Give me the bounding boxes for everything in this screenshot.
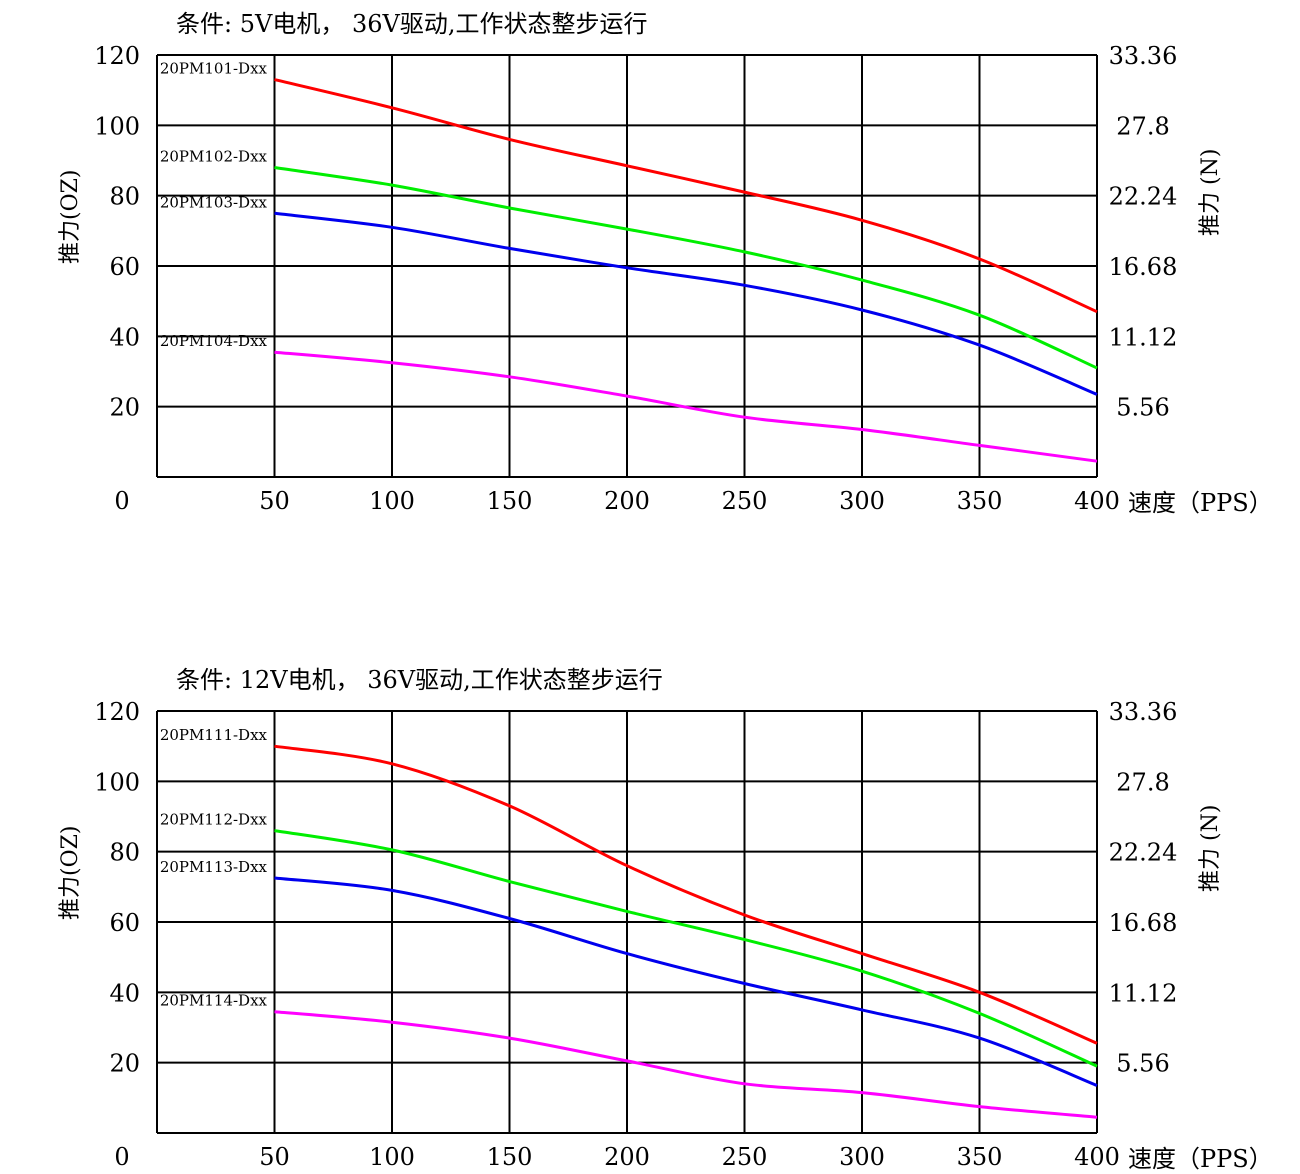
series-label: 20PM112-Dxx [160,811,268,829]
y2-tick-label: 22.24 [1109,183,1178,211]
y-tick-label: 40 [109,979,140,1007]
series-line [274,1010,1098,1119]
y2-tick-label: 16.68 [1109,253,1178,281]
chart-panel-5v: 条件: 5V电机， 36V驱动,工作状态整步运行 推力(OZ) 推力 (N) 速… [0,0,1300,580]
series-label: 20PM103-Dxx [160,193,268,211]
x-tick-label: 400 [1074,487,1120,515]
x-tick-label: 250 [722,487,768,515]
x-tick-label: 350 [957,487,1003,515]
y-tick-label: 120 [94,698,140,726]
chart-plot: 20 40 60 80 100 120 5.56 11.12 16.68 22.24 27.8 33.… [94,698,1178,1171]
x-tick-label: 250 [722,1143,768,1171]
series-label: 20PM104-Dxx [160,332,268,350]
y-tick-label: 100 [94,768,140,796]
x-tick-label: 0 [114,1143,129,1171]
x-tick-label: 200 [604,487,650,515]
y2-tick-label: 5.56 [1116,1050,1169,1078]
x-axis-label: 速度（PPS） [1128,489,1273,517]
y2-tick-label: 22.24 [1109,839,1178,867]
y-tick-label: 20 [109,394,140,422]
y-tick-label: 60 [109,253,140,281]
x-tick-label: 300 [839,487,885,515]
y2-tick-label: 11.12 [1109,979,1178,1007]
series-label: 20PM102-Dxx [160,148,268,166]
chart-panel-12v: 条件: 12V电机， 36V驱动,工作状态整步运行 推力(OZ) 推力 (N) … [0,656,1300,1173]
x-tick-label: 100 [369,487,415,515]
y-tick-label: 20 [109,1050,140,1078]
x-tick-label: 350 [957,1143,1003,1171]
x-tick-label: 150 [487,487,533,515]
y2-tick-label: 11.12 [1109,323,1178,351]
series-label: 20PM113-Dxx [160,858,268,876]
x-tick-label: 50 [259,1143,290,1171]
series-line [274,744,1098,1045]
x-tick-label: 0 [114,487,129,515]
x-axis-label: 速度（PPS） [1128,1145,1273,1173]
series-line [274,166,1098,370]
y-tick-label: 100 [94,112,140,140]
series-label: 20PM111-Dxx [160,726,268,744]
x-tick-label: 200 [604,1143,650,1171]
y-tick-label: 40 [109,323,140,351]
series-line [274,829,1098,1068]
chart-plot: 20 40 60 80 100 120 5.56 11.12 16.68 22.24 27.8 33.… [94,42,1178,515]
y-tick-label: 120 [94,42,140,70]
series-line [274,350,1098,463]
y-tick-label: 80 [109,183,140,211]
y2-tick-label: 33.36 [1109,698,1178,726]
y2-tick-label: 27.8 [1116,112,1169,140]
x-tick-label: 150 [487,1143,533,1171]
y2-tick-label: 33.36 [1109,42,1178,70]
series-line [274,876,1098,1087]
x-tick-label: 100 [369,1143,415,1171]
y-tick-label: 60 [109,909,140,937]
y2-tick-label: 16.68 [1109,909,1178,937]
x-tick-label: 400 [1074,1143,1120,1171]
series-label: 20PM101-Dxx [160,60,268,78]
series-line [274,78,1098,314]
y2-tick-label: 5.56 [1116,394,1169,422]
grid [156,54,1098,478]
x-tick-label: 300 [839,1143,885,1171]
chart-title: 条件: 12V电机， 36V驱动,工作状态整步运行 [176,666,663,694]
chart-title: 条件: 5V电机， 36V驱动,工作状态整步运行 [176,10,648,38]
y2-tick-label: 27.8 [1116,768,1169,796]
series-line [274,211,1098,396]
x-tick-label: 50 [259,487,290,515]
grid [156,710,1098,1134]
y-tick-label: 80 [109,839,140,867]
series-label: 20PM114-Dxx [160,992,268,1010]
